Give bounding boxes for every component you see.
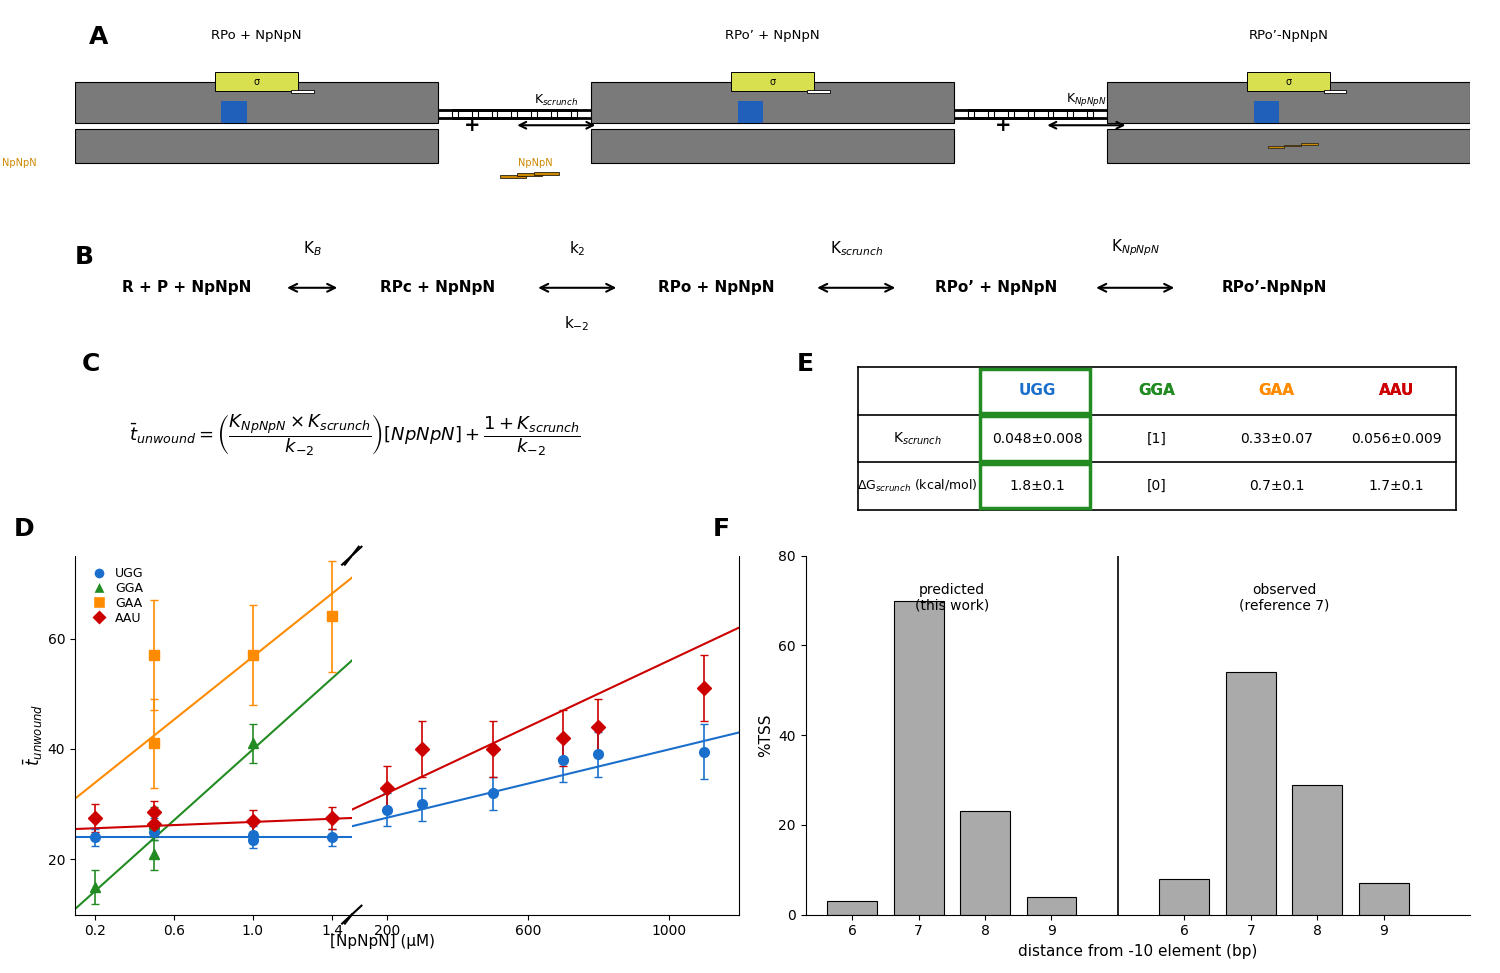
Text: [1]: [1] (1148, 432, 1167, 446)
Text: 0.7±0.1: 0.7±0.1 (1250, 479, 1305, 493)
Bar (222, 100, 246, 124)
Bar (591, 82, 954, 124)
Text: NpNpN: NpNpN (518, 159, 552, 168)
Text: ΔG$_{scrunch}$ (kcal/mol): ΔG$_{scrunch}$ (kcal/mol) (856, 478, 978, 494)
Bar (960, 811, 1010, 915)
Bar (1107, 129, 1470, 163)
Text: C: C (82, 352, 100, 376)
Text: AAU: AAU (1378, 383, 1414, 399)
Text: K$_B$: K$_B$ (303, 239, 321, 258)
Text: GGA: GGA (1138, 383, 1176, 399)
Text: E: E (796, 352, 813, 376)
Text: B: B (75, 245, 94, 270)
Bar (501, 175, 525, 178)
Bar (75, 129, 438, 163)
Bar (1323, 90, 1346, 93)
Text: σ: σ (770, 77, 776, 87)
Text: K$_{scrunch}$: K$_{scrunch}$ (892, 430, 942, 447)
Text: D: D (13, 518, 34, 541)
Text: 0.056±0.009: 0.056±0.009 (1352, 432, 1442, 446)
Bar (1268, 146, 1284, 148)
Bar (1293, 784, 1342, 915)
Text: UGG: UGG (1019, 383, 1056, 399)
Bar (534, 171, 560, 175)
Text: GAA: GAA (1258, 383, 1294, 399)
Text: 1.8±0.1: 1.8±0.1 (1010, 479, 1065, 493)
Bar (518, 173, 543, 176)
Bar (1284, 145, 1300, 146)
Text: RPo + NpNpN: RPo + NpNpN (658, 280, 776, 295)
Bar (1226, 672, 1275, 915)
Bar (1359, 883, 1408, 915)
Bar (1160, 879, 1209, 915)
Bar (591, 129, 954, 163)
Bar (738, 100, 762, 124)
Bar (0, 175, 9, 178)
Bar (1300, 143, 1318, 145)
Text: k$_2$: k$_2$ (568, 239, 585, 258)
Bar (2, 173, 26, 176)
Text: σ: σ (1286, 77, 1292, 87)
Bar (807, 90, 830, 93)
Text: RPo’-NpNpN: RPo’-NpNpN (1222, 280, 1328, 295)
Bar (75, 82, 438, 124)
Bar (1026, 897, 1077, 915)
Text: K$_{scrunch}$: K$_{scrunch}$ (830, 239, 884, 258)
Text: NpNpN: NpNpN (2, 159, 36, 168)
Text: A: A (88, 25, 108, 49)
Bar (730, 72, 815, 91)
Text: K$_{NpNpN}$: K$_{NpNpN}$ (1110, 237, 1160, 258)
Text: $\bar{t}_{unwound} = \left(\dfrac{K_{NpNpN} \times K_{scrunch}}{k_{-2}}\right)\l: $\bar{t}_{unwound} = \left(\dfrac{K_{NpN… (129, 413, 580, 458)
Legend: UGG, GGA, GAA, AAU: UGG, GGA, GAA, AAU (81, 562, 148, 630)
Text: RPo’-NpNpN: RPo’-NpNpN (1248, 29, 1329, 42)
Text: k$_{-2}$: k$_{-2}$ (564, 314, 590, 334)
Bar (1254, 100, 1280, 124)
Y-axis label: $\bar{t}_{unwound}$: $\bar{t}_{unwound}$ (21, 704, 45, 767)
Text: observed
(reference 7): observed (reference 7) (1239, 583, 1329, 613)
Text: F: F (712, 518, 729, 541)
Text: +: + (994, 116, 1011, 134)
FancyBboxPatch shape (980, 369, 1090, 414)
Text: [NpNpN] (μM): [NpNpN] (μM) (330, 934, 435, 949)
Text: GAA: GAA (1258, 383, 1294, 399)
X-axis label: distance from -10 element (bp): distance from -10 element (bp) (1019, 944, 1257, 959)
Text: 0.33±0.07: 0.33±0.07 (1240, 432, 1312, 446)
Text: AAU: AAU (1378, 383, 1414, 399)
Text: predicted
(this work): predicted (this work) (915, 583, 989, 613)
Bar (291, 90, 314, 93)
Text: K$_{NpNpN}$: K$_{NpNpN}$ (1066, 91, 1107, 108)
Bar (894, 600, 944, 915)
Text: RPo + NpNpN: RPo + NpNpN (211, 29, 302, 42)
Text: R + P + NpNpN: R + P + NpNpN (122, 280, 252, 295)
FancyBboxPatch shape (980, 416, 1090, 460)
Text: RPo’ + NpNpN: RPo’ + NpNpN (724, 29, 821, 42)
Text: RPc + NpNpN: RPc + NpNpN (380, 280, 495, 295)
Text: σ: σ (254, 77, 260, 87)
Text: UGG: UGG (1019, 383, 1056, 399)
FancyBboxPatch shape (980, 464, 1090, 508)
Bar (828, 901, 878, 915)
Y-axis label: %TSS: %TSS (758, 713, 772, 757)
Text: 1.7±0.1: 1.7±0.1 (1368, 479, 1425, 493)
Text: RPo’ + NpNpN: RPo’ + NpNpN (934, 280, 1058, 295)
Bar (1107, 82, 1470, 124)
Bar (18, 171, 44, 175)
Bar (1246, 72, 1330, 91)
Text: +: + (465, 116, 482, 134)
Text: GGA: GGA (1138, 383, 1176, 399)
Text: K$_{scrunch}$: K$_{scrunch}$ (534, 93, 579, 108)
Bar (214, 72, 298, 91)
Text: [0]: [0] (1148, 479, 1167, 493)
Text: 0.048±0.008: 0.048±0.008 (992, 432, 1083, 446)
